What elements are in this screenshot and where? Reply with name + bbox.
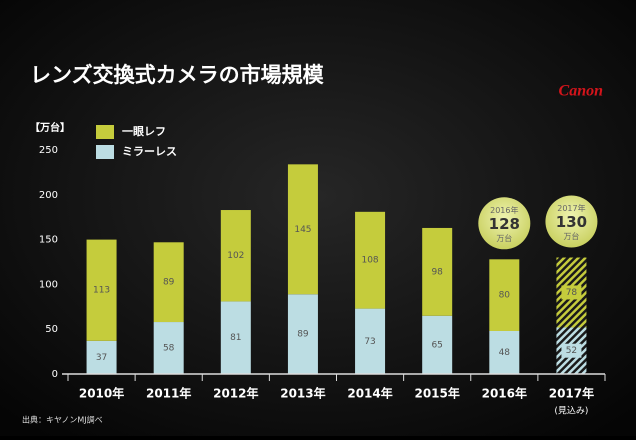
bar-segment — [489, 259, 520, 331]
y-tick-label: 150 — [39, 235, 58, 246]
bar-segment — [287, 164, 318, 295]
x-tick-label: 2017年 — [549, 386, 594, 401]
bubble-year: 2016年 — [490, 205, 518, 215]
bubble-unit: 万台 — [496, 233, 512, 243]
bar-segment — [153, 322, 184, 374]
value-label: 73 — [364, 337, 375, 347]
chart-title: レンズ交換式カメラの市場規模 — [30, 63, 325, 87]
y-unit: 【万台】 — [30, 121, 70, 134]
bar-segment — [489, 330, 520, 374]
value-label: 58 — [163, 344, 175, 354]
bubble-total: 130 — [556, 213, 587, 231]
bar-segment — [220, 210, 251, 302]
y-tick-label: 250 — [39, 145, 58, 156]
value-label: 37 — [96, 353, 107, 363]
x-tick-note: (見込み) — [554, 406, 588, 417]
bar-segment — [86, 239, 117, 341]
legend-swatch — [96, 145, 114, 159]
logo: Canon — [559, 83, 604, 100]
value-label: 102 — [227, 251, 244, 261]
y-tick-label: 200 — [39, 190, 58, 201]
legend-label: 一眼レフ — [122, 125, 166, 138]
x-tick-label: 2010年 — [79, 386, 124, 401]
value-label: 80 — [499, 291, 511, 301]
total-bubble — [545, 195, 598, 248]
x-tick-label: 2016年 — [482, 386, 527, 401]
value-label: 48 — [499, 348, 511, 358]
value-label: 113 — [93, 286, 110, 296]
bubble-unit: 万台 — [563, 231, 579, 241]
value-label: 89 — [297, 330, 309, 340]
bubble-total: 128 — [489, 215, 520, 233]
bar-segment — [86, 340, 117, 374]
value-label: 65 — [431, 340, 442, 350]
bar-segment — [422, 315, 453, 374]
bar-segment — [153, 242, 184, 323]
bar-segment — [422, 227, 453, 316]
x-tick-label: 2011年 — [146, 386, 191, 401]
value-label: 52 — [566, 346, 577, 356]
bar-segment — [355, 308, 386, 374]
total-bubble — [478, 197, 531, 250]
y-tick-label: 100 — [39, 279, 58, 290]
x-tick-label: 2013年 — [280, 386, 325, 401]
value-label: 78 — [566, 288, 578, 298]
x-tick-label: 2014年 — [347, 386, 392, 401]
value-label: 145 — [294, 225, 311, 235]
y-tick-label: 50 — [45, 324, 58, 335]
value-label: 108 — [361, 256, 378, 266]
y-tick-label: 0 — [52, 369, 58, 380]
legend-swatch — [96, 125, 114, 139]
value-label-bg — [561, 343, 582, 358]
bar-segment — [220, 301, 251, 374]
x-tick-label: 2012年 — [213, 386, 258, 401]
bubble-year: 2017年 — [557, 203, 585, 213]
bar-segment — [287, 294, 318, 374]
value-label: 81 — [230, 333, 241, 343]
legend-label: ミラーレス — [122, 145, 177, 158]
x-tick-label: 2015年 — [414, 386, 459, 401]
source: 出典：キヤノンMJ調べ — [22, 415, 103, 425]
bar-segment — [355, 211, 386, 309]
value-label: 89 — [163, 278, 175, 288]
value-label: 98 — [431, 267, 443, 277]
value-label-bg — [561, 285, 582, 300]
